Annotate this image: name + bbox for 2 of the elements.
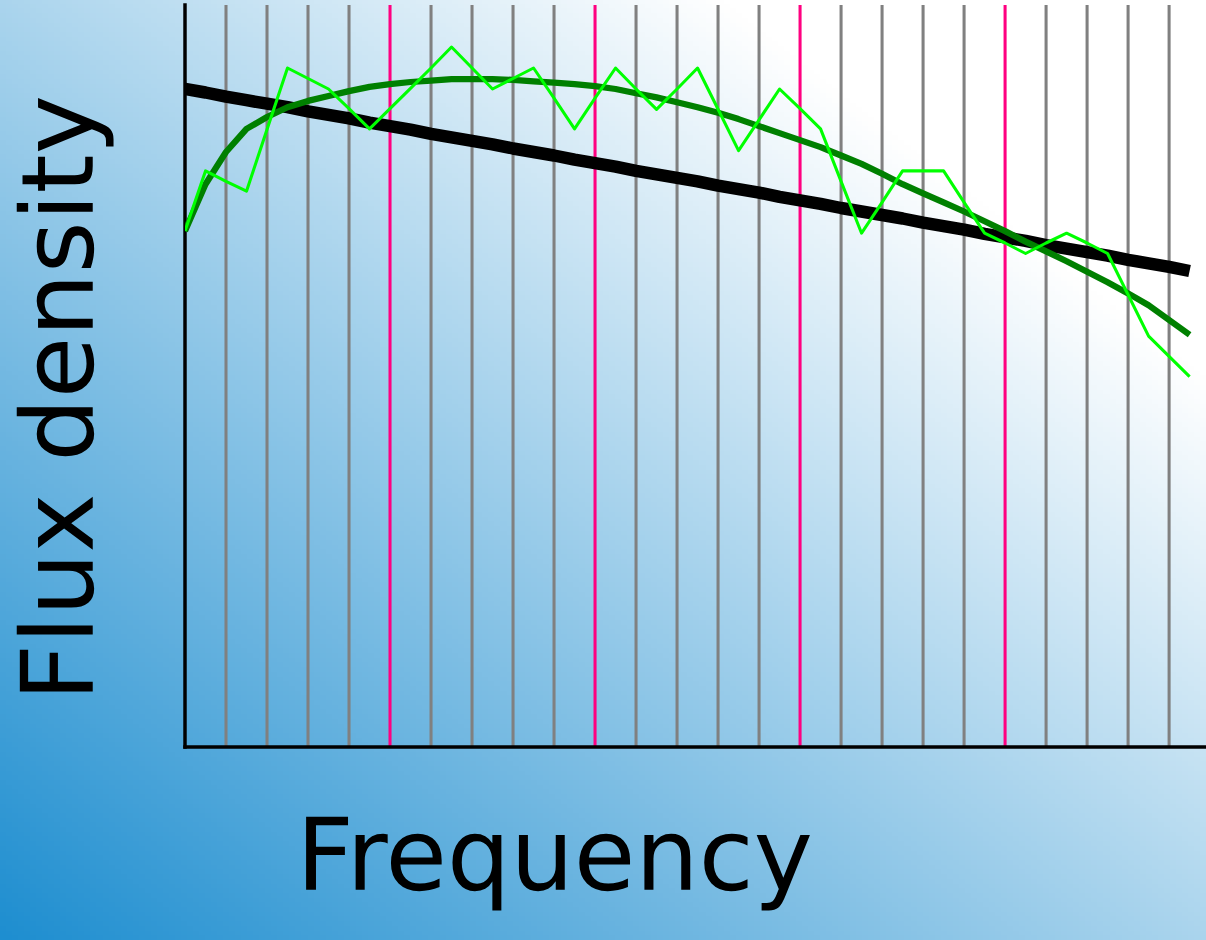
y-axis-title: Flux density bbox=[16, 98, 114, 692]
x-axis-title: Frequency bbox=[306, 816, 810, 911]
